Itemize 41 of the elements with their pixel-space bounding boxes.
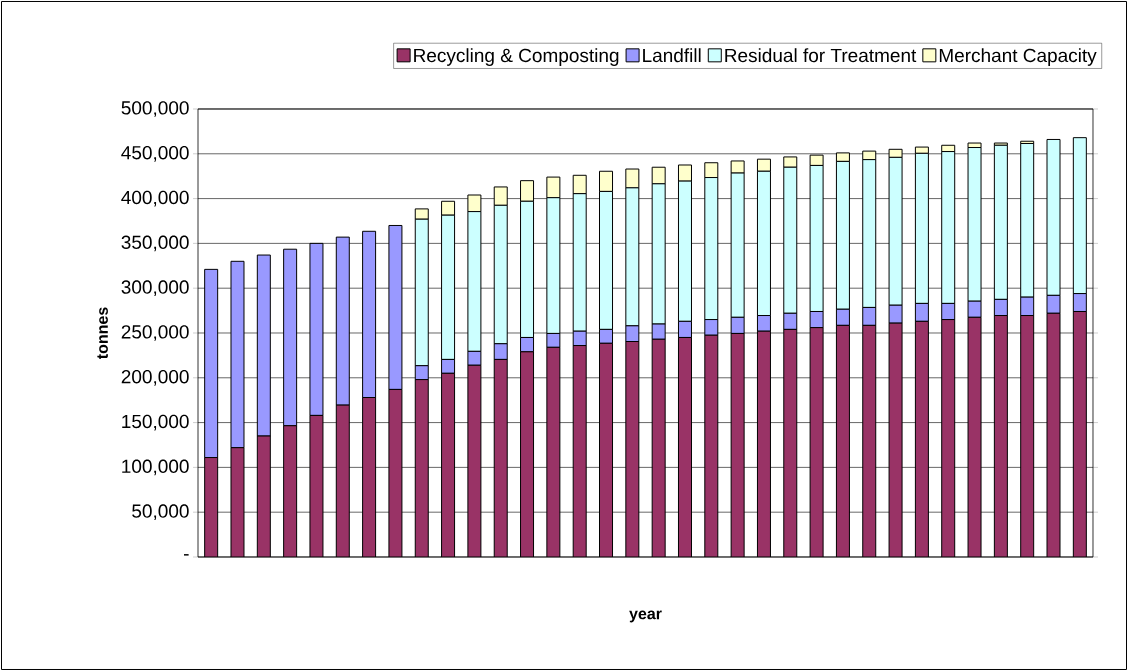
y-tick-label: 50,000: [132, 504, 189, 521]
bar: [441, 372, 456, 557]
legend-label: Recycling & Composting: [414, 48, 619, 66]
bar: [862, 324, 877, 557]
y-tick-label: 450,000: [121, 145, 189, 162]
bar: [335, 404, 350, 557]
bar: [1072, 310, 1087, 557]
bar: [256, 435, 271, 557]
legend-label: Landfill: [643, 48, 701, 63]
bar: [993, 315, 1008, 557]
bar: [572, 345, 587, 557]
legend-label: Residual for Treatment: [725, 48, 917, 63]
bar: [625, 341, 640, 557]
bar: [283, 425, 298, 557]
y-tick-label: 250,000: [121, 325, 189, 341]
bar: [756, 330, 771, 557]
y-tick-label: 500,000: [121, 101, 189, 117]
bar: [941, 319, 956, 557]
bar: [520, 351, 535, 557]
y-tick-label: -: [183, 554, 189, 556]
bar: [677, 336, 692, 557]
legend-label: Merchant Capacity: [939, 48, 1097, 66]
y-tick-label: 200,000: [121, 369, 189, 386]
y-tick-label: 150,000: [122, 414, 189, 431]
bar: [599, 342, 614, 557]
y-tick-label: 400,000: [121, 190, 189, 207]
bar: [204, 457, 219, 557]
y-tick-label: 350,000: [121, 235, 189, 252]
bar: [493, 358, 508, 557]
y-tick-label: 100,000: [122, 459, 189, 476]
bar: [362, 397, 377, 557]
bar: [414, 379, 429, 557]
y-tick-label: 300,000: [121, 280, 189, 297]
bar: [835, 324, 850, 557]
y-axis-title: tonnes: [97, 307, 108, 360]
bar: [914, 320, 929, 557]
bar: [783, 328, 798, 557]
bar: [651, 338, 666, 557]
x-axis-title: year: [629, 610, 662, 623]
bar: [1020, 315, 1035, 557]
bar: [704, 334, 719, 557]
